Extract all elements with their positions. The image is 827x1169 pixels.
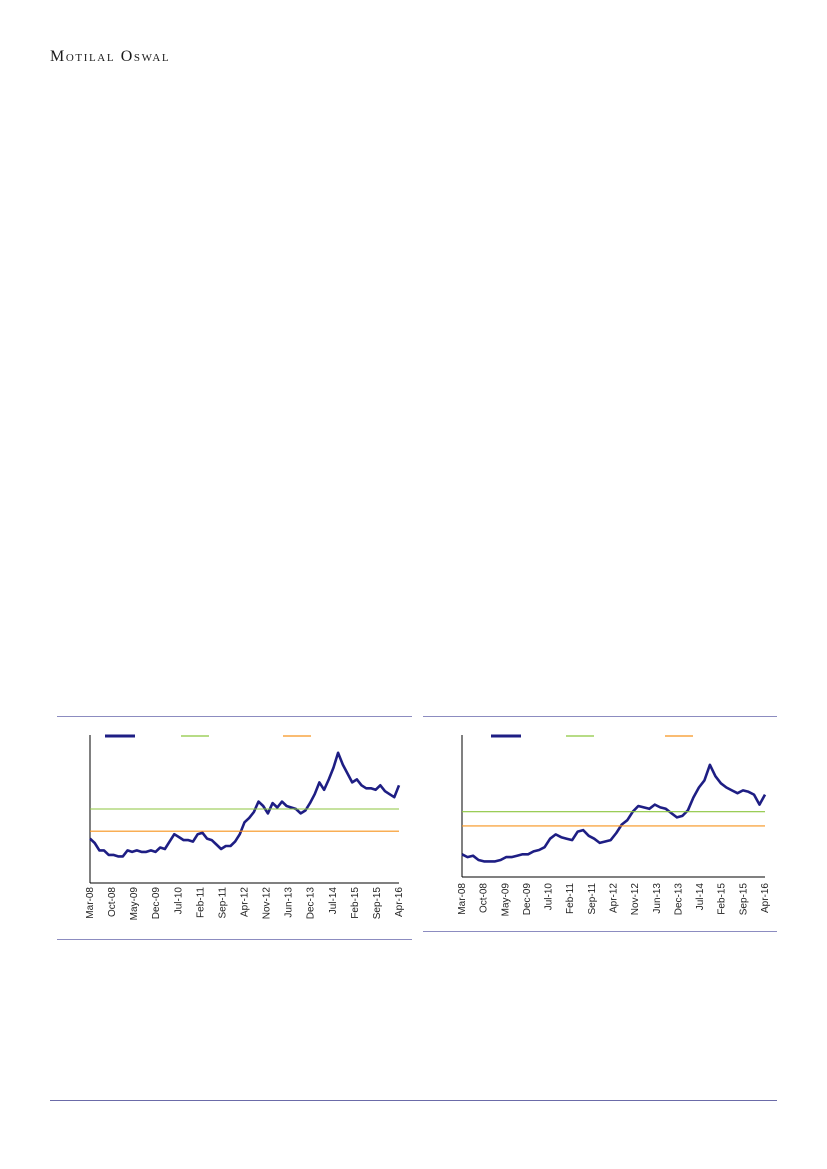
right-chart: Mar-08 Oct-08 May-09 Dec-09 Jul-10 Feb-11 Sep-… [423, 717, 777, 929]
x-tick-label: Nov-12 [262, 887, 273, 920]
x-tick-label: Feb-15 [350, 887, 361, 919]
x-tick-label: Apr-16 [760, 883, 771, 913]
x-tick-label: May-09 [500, 883, 511, 917]
left-chart-top-rule [57, 716, 412, 717]
x-tick-label: Nov-12 [630, 883, 641, 916]
x-tick-label: Jul-10 [173, 887, 184, 915]
x-tick-label: Sep-11 [587, 883, 598, 915]
x-tick-label: Jun-13 [284, 887, 295, 918]
main-series-line [89, 751, 401, 858]
x-tick-label: Jun-13 [652, 883, 663, 914]
x-tick-label: Mar-08 [85, 887, 96, 919]
x-tick-label: Dec-13 [673, 883, 684, 916]
left-chart-bottom-rule [57, 939, 412, 940]
x-tick-label: Oct-08 [479, 883, 490, 913]
x-tick-label: Sep-15 [738, 883, 749, 916]
x-tick-label: Jul-14 [695, 883, 706, 911]
x-tick-label: Feb-11 [565, 883, 576, 914]
x-tick-label: Oct-08 [107, 887, 118, 917]
right-chart-svg: Mar-08 Oct-08 May-09 Dec-09 Jul-10 Feb-11 Sep-… [457, 734, 771, 917]
left-chart: Mar-08 Oct-08 May-09 Dec-09 Jul-10 Feb-11 Sep-… [57, 717, 412, 937]
x-tick-label: May-09 [129, 887, 140, 921]
x-tick-label: Apr-12 [609, 883, 620, 913]
x-tick-label: Apr-12 [240, 887, 251, 917]
x-tick-label: Sep-11 [217, 887, 228, 919]
right-chart-top-rule [423, 716, 777, 717]
x-tick-label: Dec-13 [306, 887, 317, 920]
footer-rule [50, 1100, 777, 1101]
x-tick-label: Mar-08 [457, 883, 468, 915]
x-tick-label: Jul-10 [544, 883, 555, 911]
x-tick-label: Jul-14 [328, 887, 339, 915]
x-tick-label: Feb-15 [717, 883, 728, 915]
brand-logo: Motilal Oswal [50, 48, 171, 65]
x-tick-label: Sep-15 [372, 887, 383, 920]
right-chart-bottom-rule [423, 931, 777, 932]
x-tick-label: Feb-11 [195, 887, 206, 918]
left-chart-svg: Mar-08 Oct-08 May-09 Dec-09 Jul-10 Feb-11 Sep-… [85, 734, 405, 921]
x-tick-label: Apr-16 [394, 887, 405, 917]
x-tick-label: Dec-09 [522, 883, 533, 916]
main-series-line [461, 763, 767, 863]
x-tick-label: Dec-09 [151, 887, 162, 920]
